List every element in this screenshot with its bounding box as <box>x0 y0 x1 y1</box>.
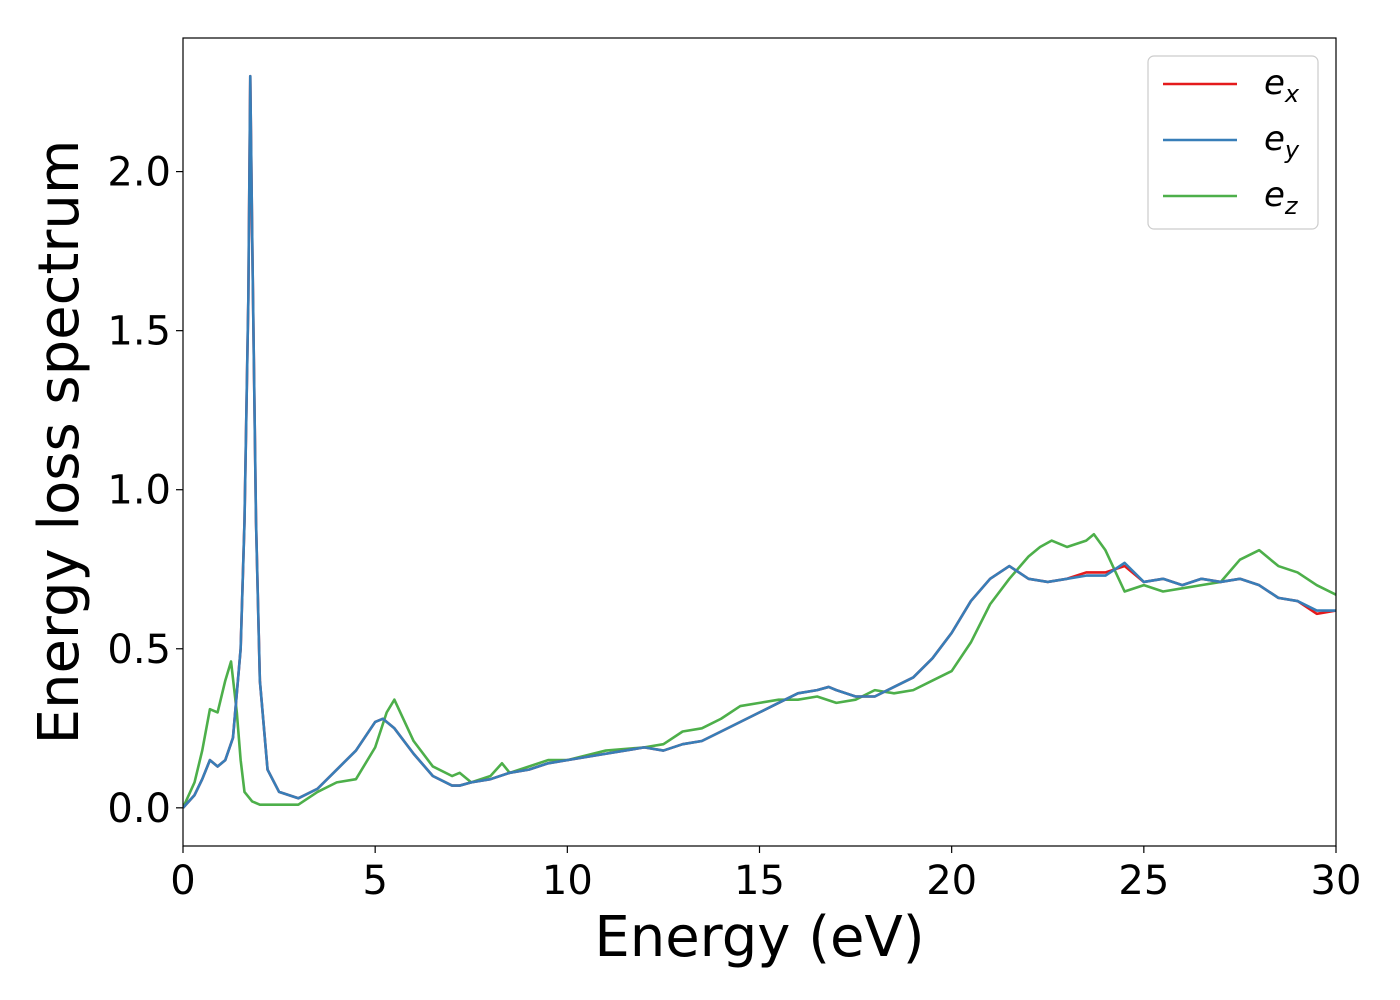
x-axis-ticks: 0 5 10 15 20 25 30 <box>170 846 1361 904</box>
x-axis-label: Energy (eV) <box>594 905 924 970</box>
x-tick-label: 10 <box>542 858 593 904</box>
x-tick-label: 20 <box>926 858 977 904</box>
y-tick-label: 1.5 <box>107 309 171 355</box>
series-line-ez <box>183 532 1336 809</box>
y-tick-label: 2.0 <box>107 150 171 196</box>
y-tick-label: 0.0 <box>107 786 171 832</box>
x-tick-label: 5 <box>362 858 387 904</box>
y-axis-ticks: 0.0 0.5 1.0 1.5 2.0 <box>107 150 183 832</box>
x-tick-label: 25 <box>1118 858 1169 904</box>
legend-label-ex: ex <box>1264 63 1300 108</box>
legend-box <box>1147 55 1319 230</box>
series-layer <box>183 74 1336 809</box>
y-tick-label: 1.0 <box>107 468 171 514</box>
legend-label-ey: ey <box>1264 119 1300 164</box>
legend: ex ey ez <box>1147 55 1319 230</box>
y-axis-label: Energy loss spectrum <box>27 140 92 745</box>
legend-label-ez: ez <box>1264 175 1299 220</box>
series-line-ey <box>183 74 1336 809</box>
x-tick-label: 15 <box>734 858 785 904</box>
x-tick-label: 30 <box>1311 858 1362 904</box>
x-tick-label: 0 <box>170 858 195 904</box>
y-tick-label: 0.5 <box>107 627 171 673</box>
